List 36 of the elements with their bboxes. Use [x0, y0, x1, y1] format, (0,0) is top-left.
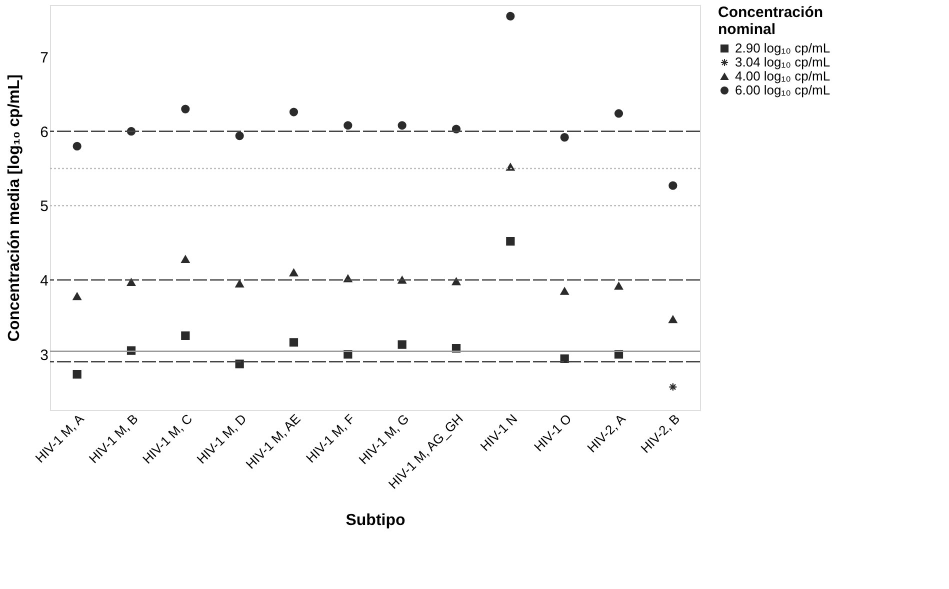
- point: [668, 382, 678, 392]
- legend-label: 3.04 log₁₀ cp/mL: [735, 54, 830, 70]
- point: [560, 132, 569, 142]
- y-tick-label: 3: [40, 346, 48, 364]
- point: [126, 278, 136, 286]
- point: [235, 131, 244, 140]
- point: [72, 370, 82, 379]
- legend-label: 6.00 log₁₀ cp/mL: [735, 82, 830, 98]
- point: [181, 255, 190, 263]
- y-tick-label: 6: [40, 124, 48, 141]
- point: [506, 12, 515, 20]
- point: [614, 109, 624, 118]
- point: [398, 340, 406, 349]
- point: [344, 121, 352, 130]
- point: [614, 282, 624, 290]
- point: [181, 331, 190, 340]
- point: [235, 280, 244, 288]
- point: [668, 181, 678, 190]
- y-axis-title: Concentración media [log₁₀ cp/mL]: [6, 74, 24, 342]
- point: [668, 316, 678, 324]
- point: [72, 292, 82, 300]
- point: [289, 338, 298, 347]
- legend-label: 4.00 log₁₀ cp/mL: [735, 68, 830, 84]
- legend-title: Concentración nominal: [718, 4, 824, 38]
- point: [506, 237, 515, 246]
- y-tick-label: 5: [40, 198, 48, 216]
- point: [398, 121, 406, 130]
- x-axis-title: Subtipo: [346, 512, 406, 530]
- legend-label: 2.90 log₁₀ cp/mL: [735, 40, 830, 56]
- point: [289, 108, 298, 116]
- y-tick-label: 4: [40, 272, 48, 290]
- y-tick-label: 7: [40, 50, 48, 67]
- point: [72, 142, 82, 150]
- point: [181, 104, 190, 114]
- point: [560, 287, 569, 295]
- point: [289, 268, 298, 276]
